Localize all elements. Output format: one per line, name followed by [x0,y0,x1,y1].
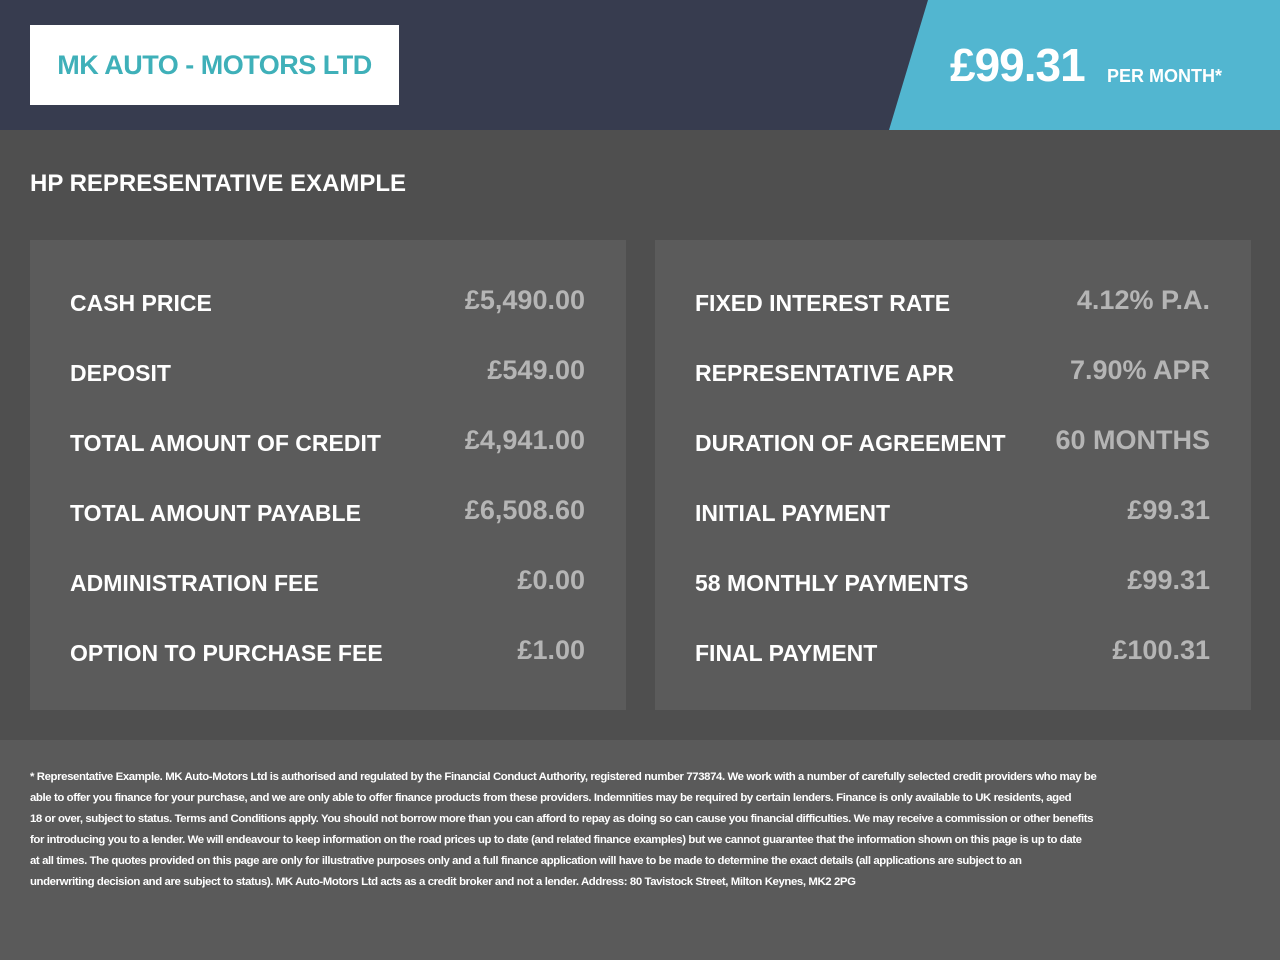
price-suffix: PER MONTH* [1107,66,1223,86]
row-value: £5,490.00 [464,285,585,315]
row-label: 58 MONTHLY PAYMENTS [695,570,969,596]
logo: MK AUTO - MOTORS LTD [30,25,399,105]
row-label: TOTAL AMOUNT OF CREDIT [70,430,381,456]
row-value: £99.31 [1127,495,1210,525]
row-label: CASH PRICE [70,290,212,316]
row-label: TOTAL AMOUNT PAYABLE [70,500,361,526]
disclaimer-line: at all times. The quotes provided on thi… [30,855,1022,867]
row-label: REPRESENTATIVE APR [695,360,954,386]
row-value: £6,508.60 [464,495,585,525]
disclaimer-line: * Representative Example. MK Auto-Motors… [30,771,1097,783]
row-value: £549.00 [487,355,585,385]
row-label: DURATION OF AGREEMENT [695,430,1006,456]
row-label: ADMINISTRATION FEE [70,570,319,596]
row-label: FIXED INTEREST RATE [695,290,951,316]
row-value: 60 MONTHS [1055,425,1210,455]
row-label: OPTION TO PURCHASE FEE [70,640,383,666]
finance-panel: FIXED INTEREST RATE 4.12% P.A. REPRESENTAT… [655,240,1251,710]
row-value: £100.31 [1112,635,1210,665]
disclaimer-line: 18 or over, subject to status. Terms and… [30,813,1094,825]
row-value: 7.90% APR [1069,355,1210,385]
row-value: 4.12% P.A. [1076,285,1210,315]
monthly-price: £99.31 [950,39,1086,91]
price-banner [889,0,1280,130]
section-title: HP REPRESENTATIVE EXAMPLE [30,170,407,197]
row-value: £0.00 [517,565,585,595]
row-value: £1.00 [517,635,585,665]
footer [0,740,1280,960]
disclaimer-line: able to offer you finance for your purch… [30,792,1072,804]
finance-panel: CASH PRICE £5,490.00 DEPOSIT £549.00 TOTAL A… [30,240,626,710]
row-value: £99.31 [1127,565,1210,595]
row-label: FINAL PAYMENT [695,640,878,666]
disclaimer-line: underwriting decision and are subject to… [30,876,856,888]
row-label: DEPOSIT [70,360,171,386]
row-label: INITIAL PAYMENT [695,500,891,526]
row-value: £4,941.00 [464,425,585,455]
disclaimer-line: for introducing you to a lender. We will… [30,834,1082,846]
